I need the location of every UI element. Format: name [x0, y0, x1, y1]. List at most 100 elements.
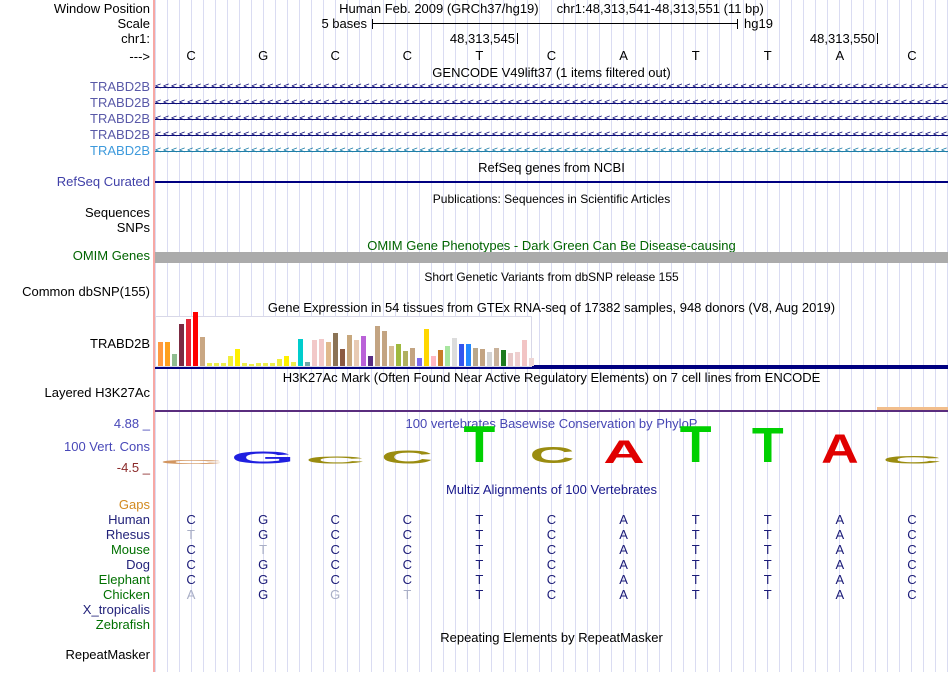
- omim-gene-item[interactable]: [155, 252, 948, 263]
- track-title: H3K27Ac Mark (Often Found Near Active Re…: [282, 370, 821, 385]
- alignment-base: G: [258, 512, 269, 527]
- track-label[interactable]: X_tropicalis: [82, 602, 150, 617]
- logo-base-letter: C: [381, 446, 434, 468]
- alignment-base: C: [330, 557, 340, 572]
- gtex-tissue-bar: [452, 338, 457, 366]
- track-label[interactable]: Zebrafish: [95, 617, 150, 632]
- track-label[interactable]: Chicken: [103, 587, 150, 602]
- gencode-transcript-row[interactable]: <<<<<<<<<<<<<<<<<<<<<<<<<<<<<<<<<<<<<<<<…: [155, 144, 948, 158]
- alignment-base: T: [475, 557, 484, 572]
- gtex-tissue-bar: [186, 319, 191, 366]
- h3k27ac-baseline[interactable]: [155, 410, 948, 412]
- logo-base-letter: G: [230, 447, 296, 468]
- reference-base: T: [691, 48, 700, 63]
- track-label[interactable]: 100 Vert. Cons: [64, 439, 150, 454]
- gtex-tissue-bar: [172, 354, 177, 366]
- track-label[interactable]: TRABD2B: [90, 336, 150, 351]
- gencode-transcript-row[interactable]: <<<<<<<<<<<<<<<<<<<<<<<<<<<<<<<<<<<<<<<<…: [155, 96, 948, 110]
- track-label[interactable]: Rhesus: [105, 527, 150, 542]
- gtex-tissue-bar: [235, 349, 240, 366]
- gene-intron-line: [155, 87, 948, 88]
- gtex-gene-model-line[interactable]: [155, 365, 948, 369]
- alignment-base: A: [619, 527, 628, 542]
- track-label[interactable]: Scale: [117, 16, 150, 31]
- track-label[interactable]: Human: [108, 512, 150, 527]
- gtex-tissue-bar: [431, 356, 436, 366]
- reference-base: T: [763, 48, 772, 63]
- track-label[interactable]: SNPs: [116, 220, 150, 235]
- gtex-tissue-bar: [333, 333, 338, 366]
- strand-arrows: <<<<<<<<<<<<<<<<<<<<<<<<<<<<<<<<<<<<<<<<…: [155, 97, 948, 108]
- ruler-tick-mark: [877, 33, 878, 44]
- gtex-tissue-bar: [242, 363, 247, 366]
- position-label: chr1:48,313,541-48,313,551 (11 bp): [556, 1, 764, 16]
- reference-base: C: [907, 48, 917, 63]
- h3k27ac-signal-peak[interactable]: [877, 407, 948, 410]
- alignment-base: C: [402, 542, 412, 557]
- alignment-base: C: [402, 572, 412, 587]
- track-label[interactable]: 4.88 _: [113, 416, 150, 431]
- track-label[interactable]: RefSeq Curated: [56, 174, 150, 189]
- track-label[interactable]: Layered H3K27Ac: [44, 385, 150, 400]
- alignment-base: C: [546, 572, 557, 587]
- track-label[interactable]: Common dbSNP(155): [22, 284, 150, 299]
- reference-base: A: [835, 48, 845, 63]
- gtex-tissue-bar: [179, 324, 184, 366]
- track-label[interactable]: Sequences: [84, 205, 150, 220]
- alignment-base: T: [475, 587, 484, 602]
- gtex-tissue-bar: [501, 350, 506, 366]
- track-label[interactable]: Gaps: [118, 497, 150, 512]
- gtex-tissue-bar: [529, 358, 534, 366]
- alignment-base: T: [475, 542, 484, 557]
- alignment-base: T: [763, 572, 772, 587]
- track-label[interactable]: -4.5 _: [116, 460, 150, 475]
- track-label[interactable]: Mouse: [110, 542, 150, 557]
- track-label[interactable]: TRABD2B: [90, 127, 150, 142]
- track-label[interactable]: TRABD2B: [90, 143, 150, 158]
- ruler-tick-mark: [517, 33, 518, 44]
- gtex-tissue-bar: [403, 351, 408, 366]
- alignment-base: C: [546, 557, 557, 572]
- reference-base: A: [619, 48, 628, 63]
- track-label[interactable]: OMIM Genes: [72, 248, 150, 263]
- logo-base-letter: A: [821, 426, 859, 472]
- track-display-area[interactable]: GENCODE V49lift37 (1 items filtered out)…: [155, 0, 948, 672]
- reference-base: C: [402, 48, 412, 63]
- track-title: Short Genetic Variants from dbSNP releas…: [424, 270, 679, 284]
- gtex-expression-chart[interactable]: [155, 312, 534, 367]
- track-title: Publications: Sequences in Scientific Ar…: [432, 192, 671, 206]
- track-label[interactable]: TRABD2B: [90, 111, 150, 126]
- alignment-base: C: [186, 557, 196, 572]
- alignment-base: C: [330, 527, 340, 542]
- alignment-base: T: [691, 572, 700, 587]
- track-label[interactable]: Elephant: [98, 572, 150, 587]
- track-label[interactable]: TRABD2B: [90, 95, 150, 110]
- gencode-transcript-row[interactable]: <<<<<<<<<<<<<<<<<<<<<<<<<<<<<<<<<<<<<<<<…: [155, 80, 948, 94]
- track-label[interactable]: --->: [129, 49, 150, 64]
- gtex-tissue-bar: [445, 346, 450, 366]
- track-title: Gene Expression in 54 tissues from GTEx …: [267, 300, 836, 315]
- logo-base-letter: A: [602, 434, 645, 471]
- track-label[interactable]: RepeatMasker: [65, 647, 150, 662]
- gencode-transcript-row[interactable]: <<<<<<<<<<<<<<<<<<<<<<<<<<<<<<<<<<<<<<<<…: [155, 112, 948, 126]
- alignment-base: C: [186, 542, 196, 557]
- track-label[interactable]: Dog: [126, 557, 150, 572]
- refseq-curated-item[interactable]: [155, 181, 948, 183]
- track-label[interactable]: chr1:: [121, 31, 150, 46]
- gencode-transcript-row[interactable]: <<<<<<<<<<<<<<<<<<<<<<<<<<<<<<<<<<<<<<<<…: [155, 128, 948, 142]
- gtex-tissue-bar: [200, 337, 205, 366]
- track-left-boundary-line: [153, 0, 155, 672]
- alignment-base: C: [907, 542, 917, 557]
- track-label[interactable]: Window Position: [53, 1, 150, 16]
- track-label[interactable]: TRABD2B: [90, 79, 150, 94]
- alignment-base: C: [907, 512, 917, 527]
- gtex-tissue-bar: [214, 363, 219, 366]
